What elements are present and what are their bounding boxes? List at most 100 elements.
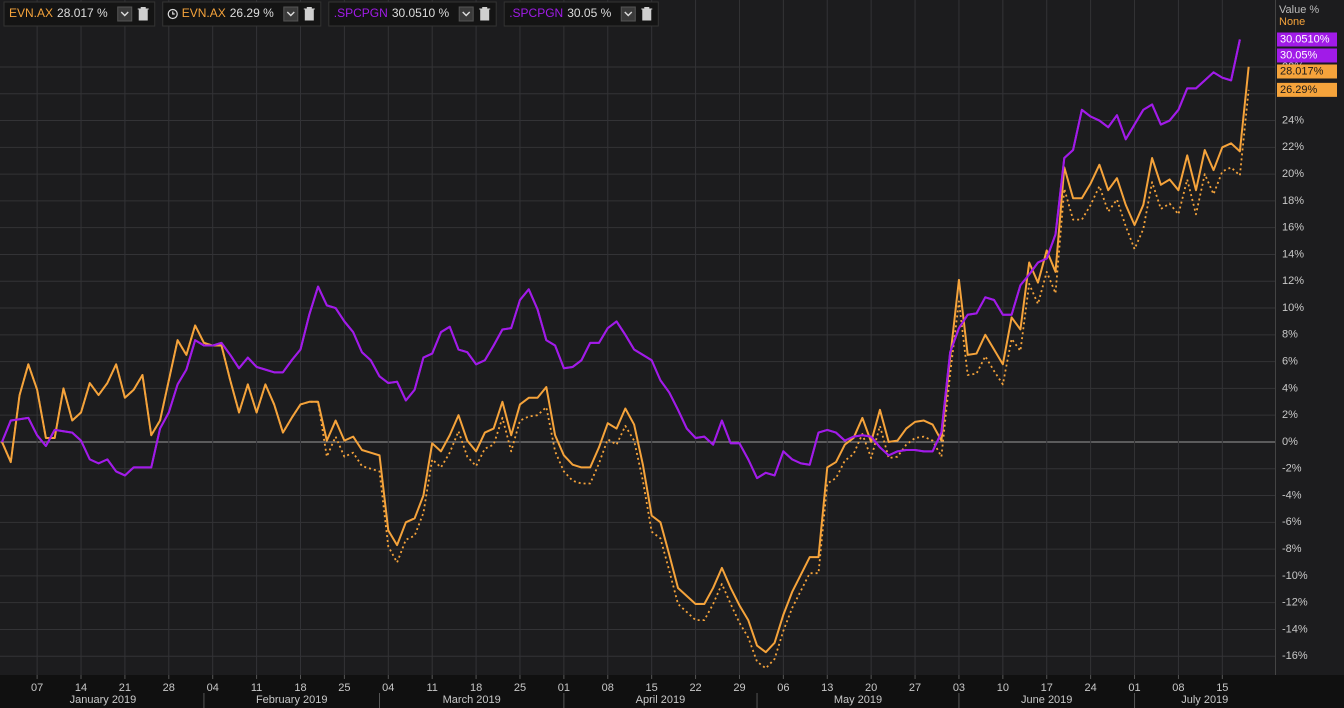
x-tick-label: 01 bbox=[1128, 682, 1140, 694]
y-tick-label: -12% bbox=[1282, 597, 1308, 609]
legend: EVN.AX 28.017 % EVN.AX 26.29 % .SPCPGN 30.051… bbox=[3, 1, 659, 27]
x-tick-label: 20 bbox=[865, 682, 877, 694]
end-label-box bbox=[1277, 32, 1337, 47]
y-tick-label: 16% bbox=[1282, 222, 1304, 234]
y-tick-label: -2% bbox=[1282, 463, 1302, 475]
y-tick-label: 12% bbox=[1282, 275, 1304, 287]
y-tick-label: 24% bbox=[1282, 114, 1304, 126]
x-tick-label: 22 bbox=[689, 682, 701, 694]
legend-item[interactable]: .SPCPGN 30.0510 % bbox=[328, 1, 497, 27]
legend-name: EVN.AX bbox=[182, 6, 226, 20]
month-label: June 2019 bbox=[1021, 694, 1072, 706]
y-tick-label: -4% bbox=[1282, 489, 1302, 501]
x-tick-label: 08 bbox=[602, 682, 614, 694]
month-label: January 2019 bbox=[70, 694, 137, 706]
trash-icon[interactable] bbox=[137, 7, 149, 21]
legend-item[interactable]: EVN.AX 28.017 % bbox=[3, 1, 156, 27]
legend-name: .SPCPGN bbox=[509, 6, 563, 20]
x-tick-label: 28 bbox=[163, 682, 175, 694]
x-tick-label: 11 bbox=[426, 682, 437, 694]
y-tick-label: 22% bbox=[1282, 141, 1304, 153]
y-tick-label: 6% bbox=[1282, 356, 1298, 368]
x-tick-label: 07 bbox=[31, 682, 43, 694]
dropdown-button[interactable] bbox=[117, 6, 133, 22]
y-axis: 28%26%24%22%20%18%16%14%12%10%8%6%4%2%0%… bbox=[1277, 32, 1337, 662]
dropdown-chevron bbox=[462, 11, 471, 17]
dropdown-button[interactable] bbox=[620, 6, 636, 22]
legend-name: .SPCPGN bbox=[334, 6, 388, 20]
month-label: July 2019 bbox=[1181, 694, 1228, 706]
y-tick-label: -6% bbox=[1282, 516, 1302, 528]
end-label-box bbox=[1277, 82, 1337, 97]
y-tick-label: -8% bbox=[1282, 543, 1302, 555]
x-tick-label: 21 bbox=[119, 682, 131, 694]
legend-name: EVN.AX bbox=[9, 6, 53, 20]
month-label: April 2019 bbox=[636, 694, 686, 706]
x-axis: 07 14 21 28 04 11 18 25 04 11 18 25 01 08 15 22 29 06 13 20… bbox=[31, 675, 1228, 708]
x-tick-label: 25 bbox=[338, 682, 350, 694]
legend-value: 26.29 % bbox=[230, 6, 274, 20]
dropdown-chevron bbox=[120, 11, 129, 17]
y-tick-label: 20% bbox=[1282, 168, 1304, 180]
trash-icon[interactable] bbox=[303, 7, 315, 21]
x-tick-label: 15 bbox=[1216, 682, 1228, 694]
y-tick-label: 18% bbox=[1282, 195, 1304, 207]
y-tick-label: 0% bbox=[1282, 436, 1298, 448]
y-tick-label: -10% bbox=[1282, 570, 1308, 582]
x-tick-label: 11 bbox=[251, 682, 262, 694]
month-label: March 2019 bbox=[443, 694, 501, 706]
x-tick-label: 04 bbox=[207, 682, 219, 694]
y-tick-label: 2% bbox=[1282, 409, 1298, 421]
x-tick-label: 10 bbox=[997, 682, 1009, 694]
x-tick-label: 03 bbox=[953, 682, 965, 694]
month-label: May 2019 bbox=[834, 694, 882, 706]
y-tick-label: 10% bbox=[1282, 302, 1304, 314]
y-tick-label: 14% bbox=[1282, 248, 1304, 260]
x-tick-label: 29 bbox=[733, 682, 745, 694]
y-tick-label: 4% bbox=[1282, 382, 1298, 394]
x-tick-label: 14 bbox=[75, 682, 87, 694]
end-label-box bbox=[1277, 64, 1337, 79]
dropdown-chevron bbox=[286, 11, 295, 17]
x-tick-label: 13 bbox=[821, 682, 833, 694]
y-tick-label: -16% bbox=[1282, 650, 1308, 662]
x-tick-label: 15 bbox=[646, 682, 658, 694]
legend-value: 30.0510 % bbox=[392, 6, 450, 20]
x-tick-label: 17 bbox=[1041, 682, 1053, 694]
legend-value: 30.05 % bbox=[567, 6, 611, 20]
x-tick-label: 18 bbox=[470, 682, 482, 694]
x-tick-label: 01 bbox=[558, 682, 570, 694]
end-label: 30.0510% bbox=[1280, 33, 1330, 45]
x-tick-label: 08 bbox=[1172, 682, 1184, 694]
x-tick-label: 24 bbox=[1085, 682, 1097, 694]
dropdown-button[interactable] bbox=[458, 6, 474, 22]
end-label: 28.017% bbox=[1280, 65, 1324, 77]
plot-lines bbox=[1, 39, 1250, 670]
x-tick-label: 18 bbox=[294, 682, 306, 694]
dropdown-chevron bbox=[624, 11, 633, 17]
trash-icon[interactable] bbox=[479, 7, 491, 21]
y-tick-label: -14% bbox=[1282, 623, 1308, 635]
legend-value: 28.017 % bbox=[57, 6, 108, 20]
x-axis-strip bbox=[0, 675, 1344, 708]
dropdown-button[interactable] bbox=[283, 6, 299, 22]
trash-icon[interactable] bbox=[641, 7, 653, 21]
end-label: 26.29% bbox=[1280, 84, 1318, 96]
y-axis-mode[interactable]: None bbox=[1279, 16, 1305, 28]
clock-icon bbox=[167, 8, 178, 20]
series-line bbox=[1, 39, 1241, 480]
month-label: February 2019 bbox=[256, 694, 328, 706]
x-tick-label: 27 bbox=[909, 682, 921, 694]
x-tick-label: 06 bbox=[777, 682, 789, 694]
x-tick-label: 25 bbox=[514, 682, 526, 694]
y-axis-label: Value % bbox=[1279, 4, 1319, 16]
x-tick-label: 04 bbox=[382, 682, 394, 694]
clock-hands bbox=[172, 11, 175, 15]
legend-item[interactable]: .SPCPGN 30.05 % bbox=[503, 1, 659, 27]
grid bbox=[0, 0, 1275, 675]
end-label: 30.05% bbox=[1280, 49, 1318, 61]
legend-item[interactable]: EVN.AX 26.29 % bbox=[162, 1, 322, 27]
